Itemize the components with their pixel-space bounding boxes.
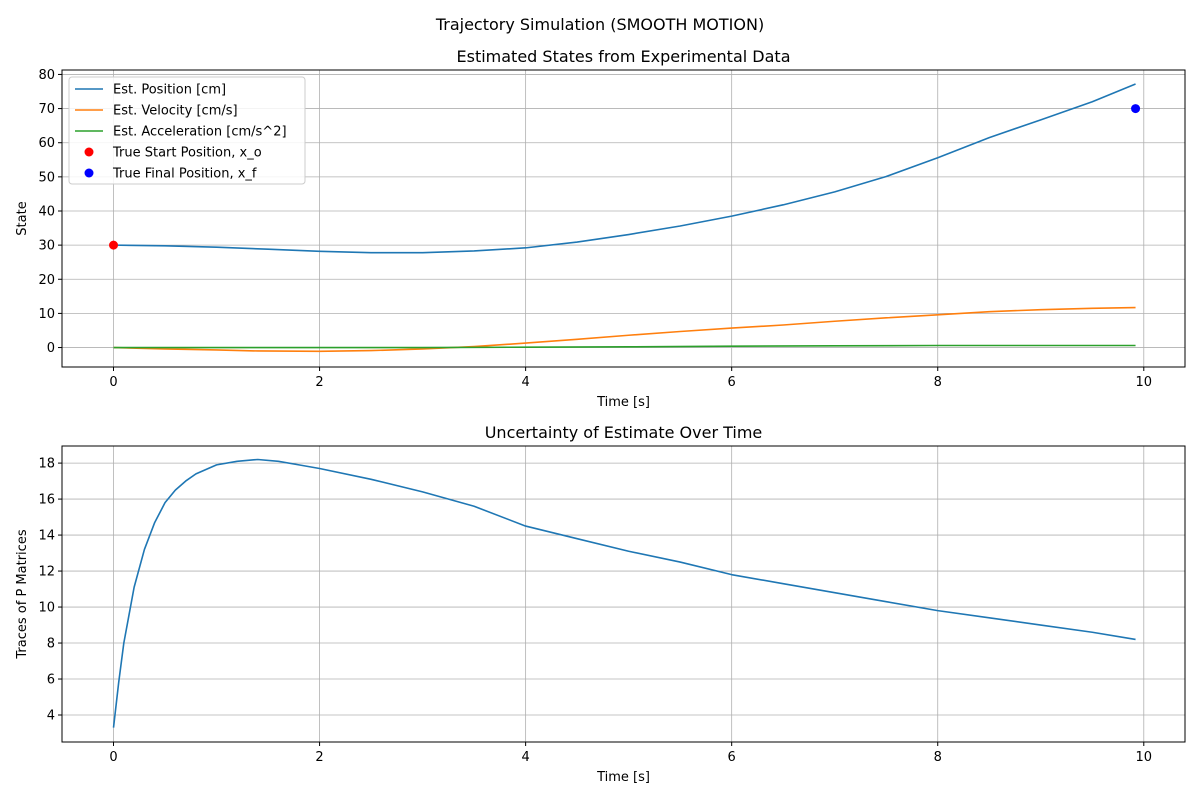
legend-label: Est. Acceleration [cm/s^2]: [113, 125, 287, 140]
uncertainty-plot-frame: [61, 445, 1186, 743]
states-acceleration-line: [113, 344, 1136, 349]
uncertainty-x-tick-label: 0: [109, 750, 117, 765]
states-velocity-line: [113, 306, 1136, 353]
uncertainty-chart: 0 2 4 6 8 10 4 6 8 10 12 14 16 18 Uncertainty of Esti…: [15, 423, 1186, 785]
uncertainty-y-tick-label: 6: [47, 673, 55, 688]
uncertainty-y-axis-label: Traces of P Matrices: [15, 529, 30, 659]
uncertainty-grid: [62, 446, 1185, 742]
states-x-tick-label: 6: [728, 375, 736, 390]
uncertainty-y-tick-label: 4: [47, 709, 55, 724]
legend-marker-swatch: [84, 168, 94, 178]
states-y-tick-label: 0: [47, 341, 55, 356]
states-y-tick-label: 40: [38, 204, 55, 219]
states-y-tick-label: 60: [38, 136, 55, 151]
states-chart: 0 2 4 6 8 10 0 10 20 30 40 50 60 70 80 Estimated State…: [15, 47, 1186, 410]
uncertainty-y-tick-label: 8: [47, 637, 55, 652]
uncertainty-y-tick-label: 10: [38, 601, 55, 616]
states-x-tick-label: 2: [315, 375, 323, 390]
uncertainty-ticks: 0 2 4 6 8 10 4 6 8 10 12 14 16 18: [38, 457, 1152, 765]
uncertainty-x-tick-label: 8: [934, 750, 942, 765]
uncertainty-x-axis-label: Time [s]: [596, 770, 650, 785]
states-position-line: [113, 83, 1136, 254]
uncertainty-x-tick-label: 6: [728, 750, 736, 765]
legend-label: True Start Position, x_o: [112, 146, 262, 161]
states-x-tick-label: 10: [1136, 375, 1153, 390]
uncertainty-x-tick-label: 10: [1136, 750, 1153, 765]
states-series: [109, 83, 1141, 353]
legend-label: True Final Position, x_f: [112, 167, 257, 182]
uncertainty-series: [112, 458, 1136, 728]
states-x-tick-label: 0: [109, 375, 117, 390]
states-ticks: 0 2 4 6 8 10 0 10 20 30 40 50 60 70 80: [38, 68, 1152, 390]
states-y-tick-label: 50: [38, 170, 55, 185]
states-y-tick-label: 30: [38, 239, 55, 254]
uncertainty-y-tick-label: 16: [38, 493, 55, 508]
uncertainty-trace-line: [112, 458, 1136, 728]
states-y-tick-label: 20: [38, 273, 55, 288]
legend-frame: [68, 76, 306, 185]
states-start-position-point: [109, 240, 119, 250]
states-x-tick-label: 4: [521, 375, 529, 390]
uncertainty-chart-title: Uncertainty of Estimate Over Time: [485, 423, 763, 442]
uncertainty-y-tick-label: 18: [38, 457, 55, 472]
states-y-axis-label: State: [15, 201, 30, 235]
legend-marker-swatch: [84, 147, 94, 157]
uncertainty-y-tick-label: 12: [38, 565, 55, 580]
states-chart-title: Estimated States from Experimental Data: [457, 47, 791, 66]
states-x-tick-label: 8: [934, 375, 942, 390]
legend-label: Est. Position [cm]: [113, 83, 226, 98]
states-final-position-point: [1131, 104, 1141, 114]
uncertainty-y-tick-label: 14: [38, 529, 55, 544]
uncertainty-x-tick-label: 2: [315, 750, 323, 765]
states-y-tick-label: 80: [38, 68, 55, 83]
states-y-tick-label: 10: [38, 307, 55, 322]
states-x-axis-label: Time [s]: [596, 395, 650, 410]
states-plot-frame: [61, 69, 1186, 368]
legend-label: Est. Velocity [cm/s]: [113, 104, 238, 119]
states-y-tick-label: 70: [38, 102, 55, 117]
uncertainty-x-tick-label: 4: [521, 750, 529, 765]
figure-suptitle: Trajectory Simulation (SMOOTH MOTION): [435, 15, 764, 34]
states-legend: Est. Position [cm] Est. Velocity [cm/s] Es…: [68, 76, 306, 185]
states-grid: [62, 70, 1185, 367]
